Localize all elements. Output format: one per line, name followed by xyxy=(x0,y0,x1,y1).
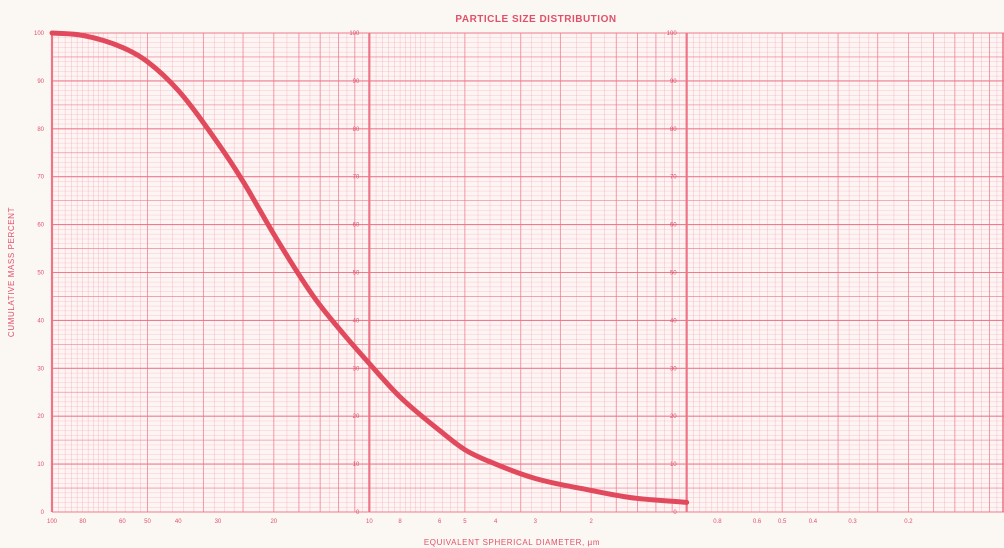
y-tick-label: 40 xyxy=(37,318,44,324)
y-tick-label: 60 xyxy=(353,223,360,229)
y-tick-label: 100 xyxy=(349,31,360,37)
x-tick-label: 50 xyxy=(144,519,151,525)
y-tick-label: 90 xyxy=(37,79,44,85)
y-tick-label: 30 xyxy=(670,366,677,372)
x-tick-label: 0.5 xyxy=(778,519,787,525)
y-tick-label: 70 xyxy=(37,175,44,181)
x-tick-label: 6 xyxy=(438,519,442,525)
x-tick-label: 10 xyxy=(366,519,373,525)
x-tick-label: 30 xyxy=(215,519,222,525)
y-tick-label: 60 xyxy=(37,223,44,229)
y-tick-label: 100 xyxy=(667,31,678,37)
x-tick-label: 4 xyxy=(494,519,498,525)
x-tick-label: 0.4 xyxy=(809,519,818,525)
x-tick-label: 2 xyxy=(589,519,593,525)
y-tick-label: 70 xyxy=(353,175,360,181)
y-tick-label: 10 xyxy=(353,462,360,468)
x-tick-label: 5 xyxy=(463,519,467,525)
y-tick-label: 40 xyxy=(353,318,360,324)
y-tick-label: 10 xyxy=(670,462,677,468)
chart-grid xyxy=(50,32,1004,513)
x-tick-label: 60 xyxy=(119,519,126,525)
series-layer xyxy=(49,30,690,505)
chart-title: PARTICLE SIZE DISTRIBUTION xyxy=(455,14,616,25)
x-tick-label: 100 xyxy=(47,519,58,525)
tick-labels: 0 0 0 10 10 10 20 20 20 30 30 30 40 40 40 50 50 50 60 60 60 7… xyxy=(34,31,913,525)
x-tick-label: 0.6 xyxy=(753,519,762,525)
x-tick-label: 40 xyxy=(175,519,182,525)
x-tick-label: 0.8 xyxy=(713,519,722,525)
series-line xyxy=(49,30,690,505)
y-tick-label: 0 xyxy=(41,510,45,516)
y-tick-label: 50 xyxy=(37,271,44,277)
y-tick-label: 10 xyxy=(37,462,44,468)
x-tick-label: 0.2 xyxy=(904,519,913,525)
y-tick-label: 0 xyxy=(673,510,677,516)
y-tick-label: 60 xyxy=(670,223,677,229)
y-tick-label: 40 xyxy=(670,318,677,324)
y-tick-label: 90 xyxy=(353,79,360,85)
x-axis-title: EQUIVALENT SPHERICAL DIAMETER, µm xyxy=(424,538,600,547)
y-tick-label: 20 xyxy=(353,414,360,420)
y-tick-label: 80 xyxy=(37,127,44,133)
y-tick-label: 30 xyxy=(37,366,44,372)
y-tick-label: 80 xyxy=(670,127,677,133)
x-tick-label: 80 xyxy=(79,519,86,525)
y-tick-label: 50 xyxy=(670,271,677,277)
y-tick-label: 80 xyxy=(353,127,360,133)
y-axis-title: CUMULATIVE MASS PERCENT xyxy=(7,207,16,337)
y-tick-label: 30 xyxy=(353,366,360,372)
x-tick-label: 20 xyxy=(270,519,277,525)
y-tick-label: 100 xyxy=(34,31,45,37)
y-tick-label: 70 xyxy=(670,175,677,181)
x-tick-label: 3 xyxy=(534,519,538,525)
y-tick-label: 20 xyxy=(670,414,677,420)
x-tick-label: 8 xyxy=(398,519,402,525)
y-tick-label: 20 xyxy=(37,414,44,420)
y-tick-label: 50 xyxy=(353,271,360,277)
y-tick-label: 0 xyxy=(356,510,360,516)
x-tick-label: 0.3 xyxy=(848,519,857,525)
y-tick-label: 90 xyxy=(670,79,677,85)
